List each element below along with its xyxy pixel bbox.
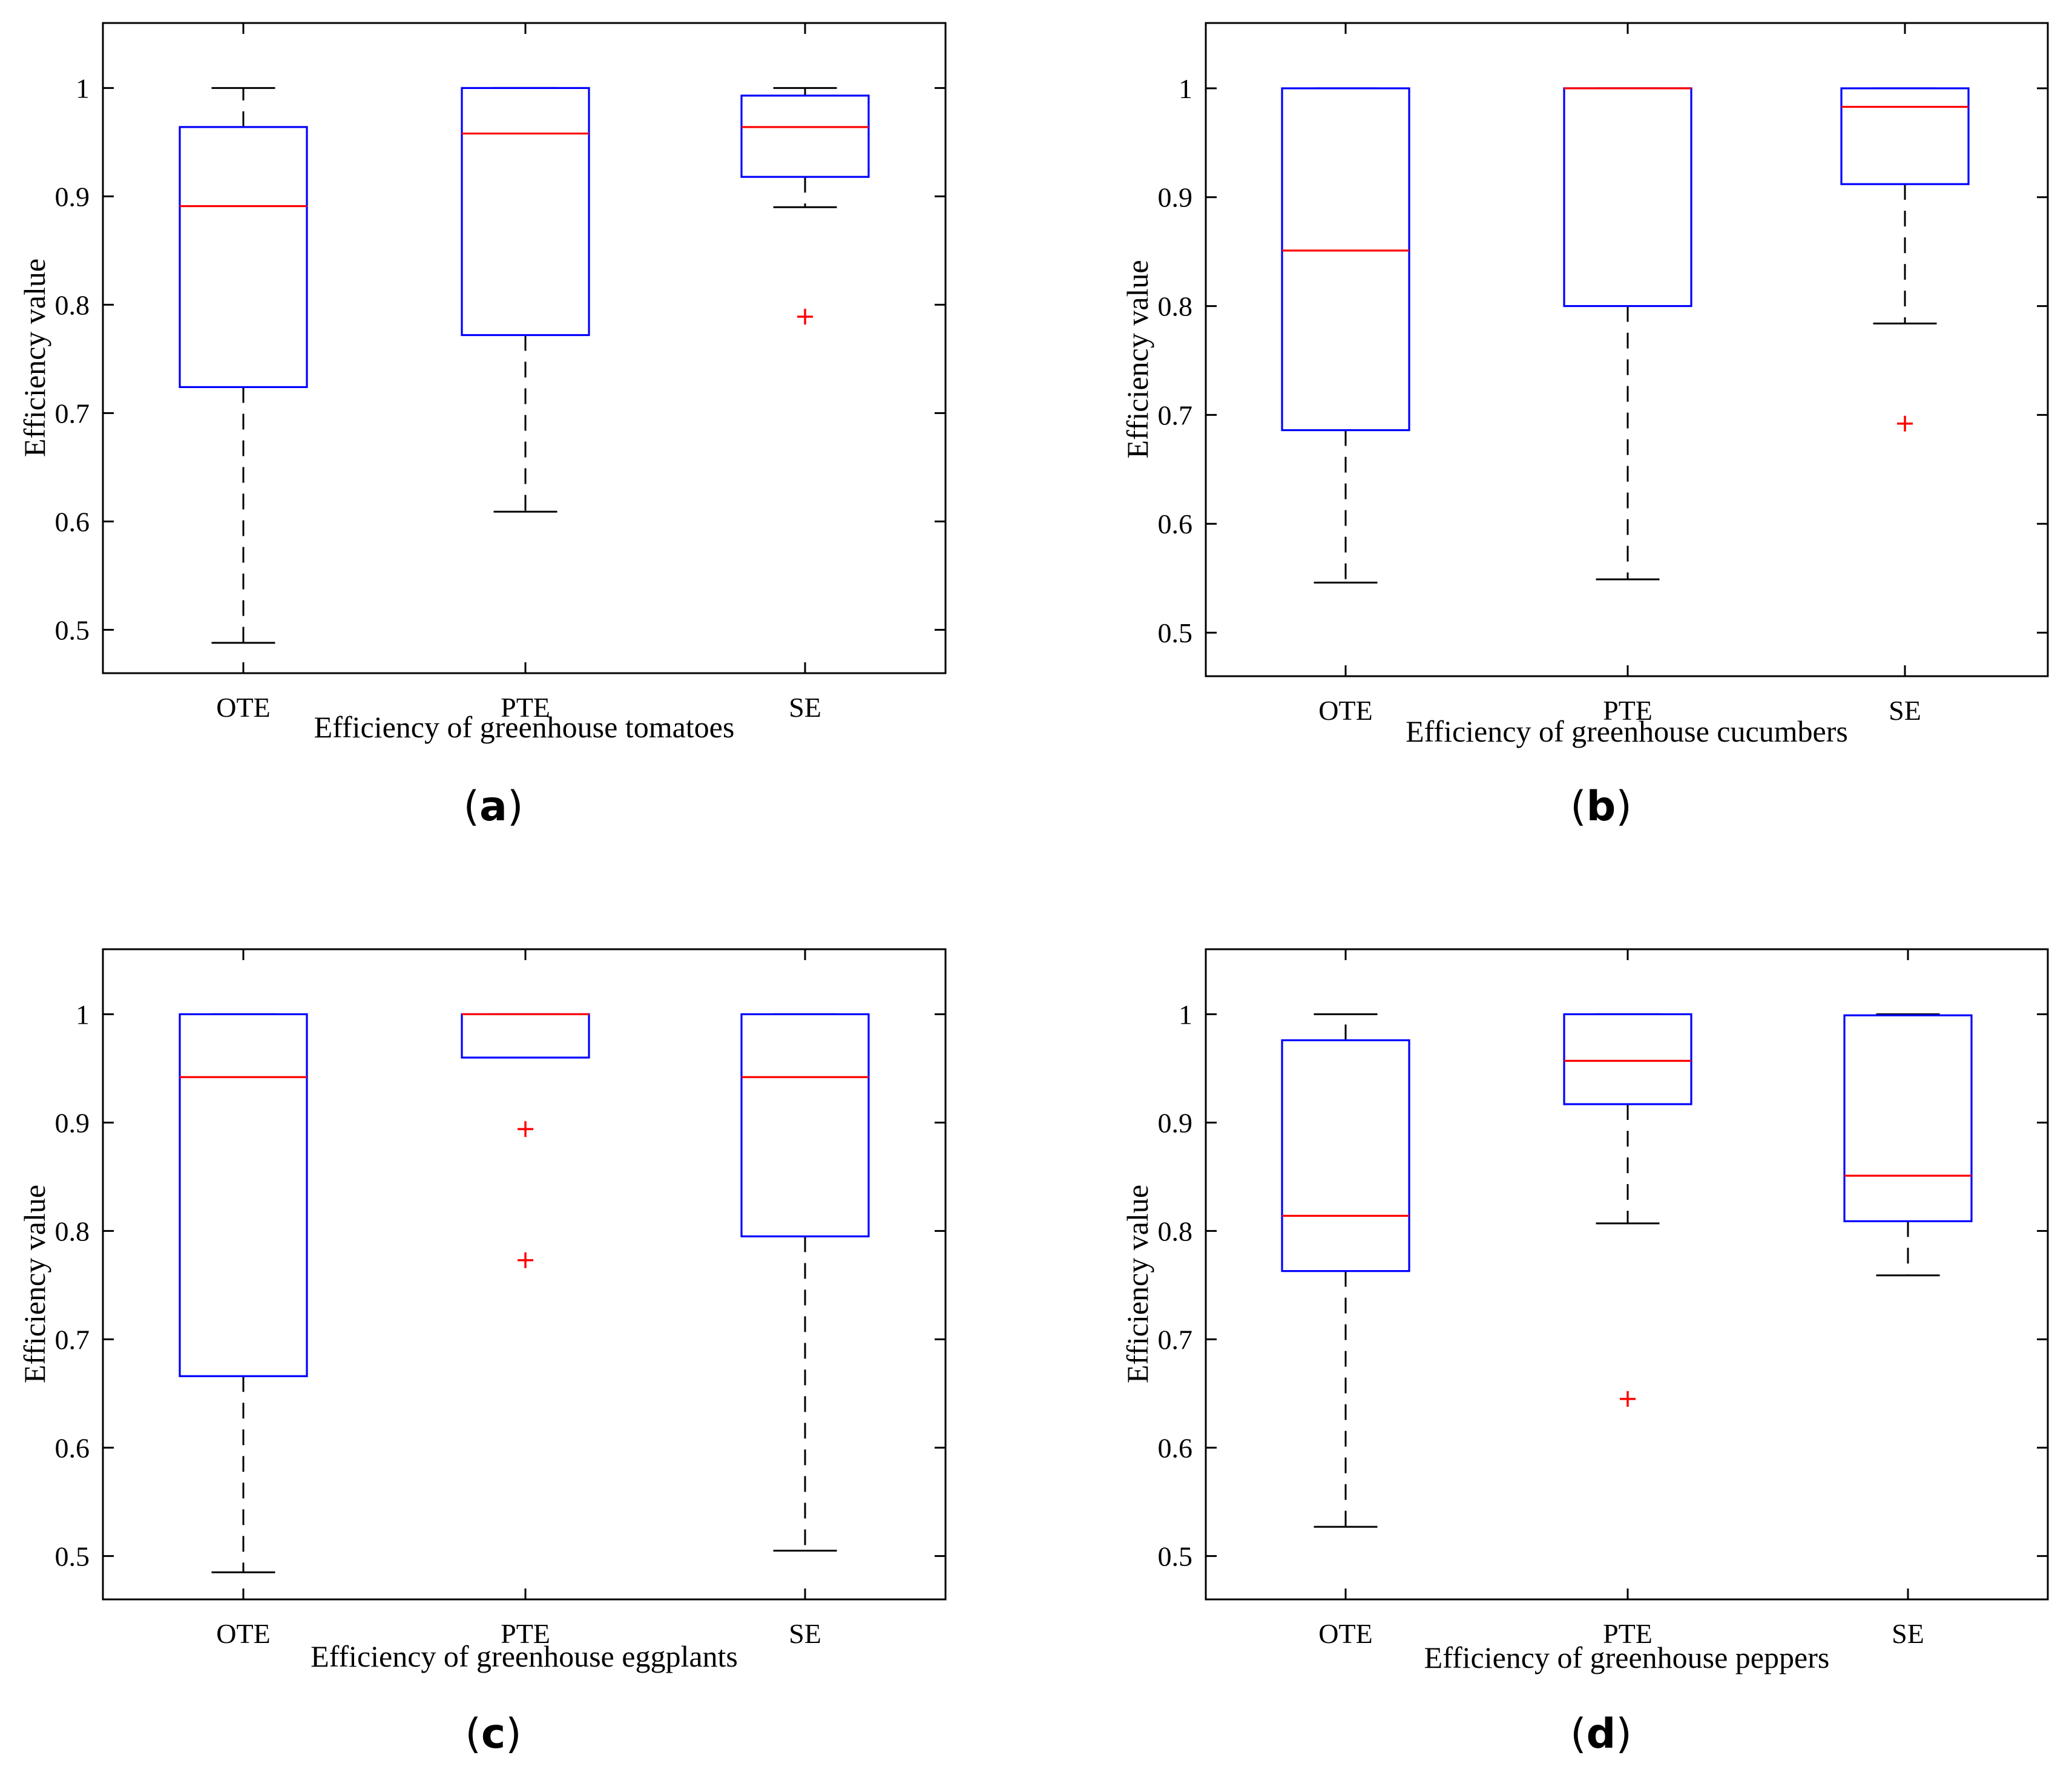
y-tick-label: 1 [76,999,90,1030]
box-se [740,1013,870,1552]
y-axis-label: Efficiency value [1120,260,1154,458]
box-iqr [740,1013,870,1237]
box-pte [461,1013,590,1268]
x-tick-label-pte: PTE [501,1618,550,1649]
box-ote [1281,1013,1410,1528]
y-tick-label: 0.8 [1158,1216,1193,1246]
x-axis-label: Efficiency of greenhouse eggplants [311,1639,738,1673]
outlier-marker [518,1252,533,1268]
panel-label: (b) [1570,783,1632,831]
box-se [740,87,870,325]
box-ote [179,1013,308,1573]
y-tick-label: 0.9 [1158,182,1193,213]
chart-panel-1: 0.5 0.6 0.7 0.8 0.9 1 OTE PTE SE Efficiency of gr… [18,22,947,831]
box-pte [1563,1013,1692,1407]
x-tick-label-pte: PTE [1603,1618,1653,1649]
y-tick-label: 0.8 [55,289,90,320]
y-axis-label: Efficiency value [1120,1185,1154,1383]
box-iqr [179,126,308,389]
box-iqr [1281,87,1410,432]
box-se [1840,87,1970,432]
box-ote [1281,87,1410,584]
box-iqr [1563,87,1692,308]
plot-frame [102,948,947,1601]
plot-frame [1205,948,2049,1601]
outlier-marker [1620,1391,1636,1407]
y-tick-label: 0.8 [1158,291,1193,322]
box-iqr [1840,87,1970,185]
y-tick-label: 0.5 [55,614,90,645]
y-tick-label: 0.7 [1158,400,1193,430]
y-tick-label: 0.8 [55,1216,90,1246]
chart-panel-3: 0.5 0.6 0.7 0.8 0.9 1 OTE PTE SE Efficiency of gr… [18,948,947,1758]
y-tick-label: 0.7 [1158,1324,1193,1355]
chart-panel-2: 0.5 0.6 0.7 0.8 0.9 1 OTE PTE SE Efficiency of gr… [1120,22,2049,831]
y-axis-label: Efficiency value [18,1185,51,1383]
x-tick-label-ote: OTE [1318,695,1372,726]
x-tick-label-ote: OTE [216,692,270,723]
y-axis-label: Efficiency value [18,258,51,457]
x-tick-label-pte: PTE [1603,695,1653,726]
x-tick-label-se: SE [789,692,821,723]
box-iqr [461,1013,590,1059]
box-iqr [461,87,590,337]
box-iqr [1563,1013,1692,1105]
x-tick-label-se: SE [1892,1618,1924,1649]
panel-label: (c) [465,1710,521,1758]
box-se [1843,1013,1973,1277]
plot-frame [102,22,947,674]
y-tick-label: 1 [1179,73,1192,104]
box-pte [461,87,590,513]
panel-label: (d) [1570,1710,1632,1758]
x-axis-label: Efficiency of greenhouse tomatoes [314,710,735,744]
y-tick-label: 0.5 [1158,1541,1193,1572]
outlier-marker [797,309,813,325]
y-tick-label: 0.9 [1158,1107,1193,1138]
outlier-marker [518,1121,533,1137]
x-tick-label-pte: PTE [501,692,550,723]
y-tick-label: 1 [76,73,90,104]
x-tick-label-ote: OTE [216,1618,270,1649]
y-tick-label: 0.9 [55,181,90,212]
panel-label: (a) [464,783,524,831]
y-tick-label: 0.6 [55,1432,90,1463]
x-tick-label-se: SE [1889,695,1921,726]
y-tick-label: 1 [1179,999,1192,1030]
box-iqr [179,1013,308,1377]
box-pte [1563,87,1692,581]
y-tick-label: 0.6 [1158,509,1193,539]
x-axis-label: Efficiency of greenhouse peppers [1424,1641,1830,1674]
y-tick-label: 0.5 [1158,617,1193,648]
y-tick-label: 0.9 [55,1107,90,1138]
x-axis-label: Efficiency of greenhouse cucumbers [1406,714,1848,748]
y-tick-label: 0.6 [1158,1432,1193,1463]
box-iqr [740,94,870,178]
box-iqr [1843,1014,1973,1222]
y-tick-label: 0.7 [55,398,90,429]
box-ote [179,87,308,644]
y-tick-label: 0.7 [55,1324,90,1355]
x-tick-label-ote: OTE [1318,1618,1372,1649]
y-tick-label: 0.6 [55,506,90,537]
outlier-marker [1897,415,1913,432]
y-tick-label: 0.5 [55,1541,90,1572]
chart-panel-4: 0.5 0.6 0.7 0.8 0.9 1 OTE PTE SE Efficiency of gr… [1120,948,2049,1758]
box-iqr [1281,1039,1410,1272]
x-tick-label-se: SE [789,1618,821,1649]
